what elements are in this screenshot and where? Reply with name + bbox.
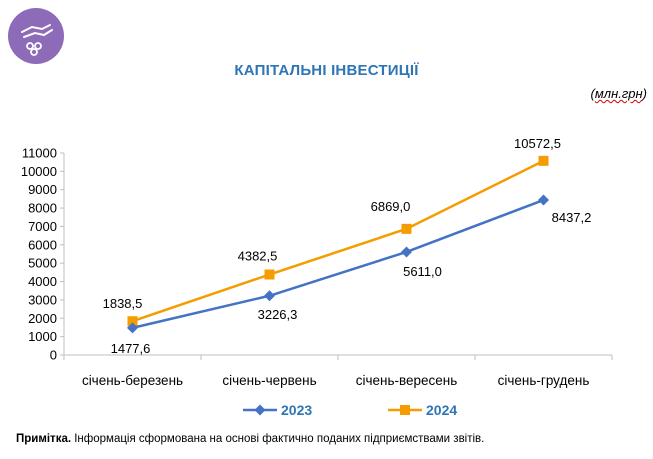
data-point-2023	[538, 194, 549, 206]
y-tick-label: 0	[50, 348, 57, 363]
data-point-2024	[127, 316, 138, 327]
legend-marker-2024	[400, 405, 410, 415]
y-tick-label: 6000	[28, 237, 57, 252]
y-tick-label: 2000	[28, 311, 57, 326]
data-label-2024: 1838,5	[103, 296, 143, 311]
legend-marker-2023	[254, 404, 266, 416]
data-point-2023	[401, 246, 412, 258]
hand-coins-icon	[21, 24, 53, 56]
x-tick-label: січень-вересень	[356, 373, 458, 388]
data-label-2023: 5611,0	[403, 264, 442, 279]
data-label-2024: 10572,5	[514, 136, 561, 151]
x-tick-label: січень-червень	[222, 373, 316, 388]
unit-label: (млн.грн)	[590, 86, 648, 101]
logo	[8, 8, 64, 64]
footnote-text: Інформація сформована на основі фактично…	[71, 433, 485, 445]
y-tick-label: 10000	[21, 164, 57, 179]
y-tick-label: 5000	[28, 256, 57, 271]
data-point-2023	[264, 290, 275, 302]
data-label-2023: 8437,2	[552, 210, 592, 225]
data-label-2024: 6869,0	[371, 199, 411, 214]
data-point-2023	[127, 322, 138, 334]
y-tick-label: 3000	[28, 292, 57, 307]
series-line-2024	[132, 159, 545, 323]
data-label-2023: 1477,6	[111, 341, 151, 356]
y-tick-label: 9000	[28, 182, 57, 197]
data-point-2024	[401, 223, 412, 234]
footnote-label: Примітка.	[16, 433, 72, 445]
y-tick-label: 8000	[28, 201, 57, 216]
x-tick-label: січень-березень	[82, 373, 183, 388]
y-tick-label: 7000	[28, 219, 57, 234]
chart-title: КАПІТАЛЬНІ ІНВЕСТИЦІЇ	[234, 62, 419, 79]
line-chart: 0 1000 2000 3000 4000 5000 6000 7000 8000 9000 100…	[21, 136, 613, 418]
y-tick-label: 4000	[28, 274, 57, 289]
legend-label-2024: 2024	[426, 402, 457, 418]
x-tick-label: січень-грудень	[498, 373, 590, 388]
data-point-2024	[538, 155, 549, 166]
y-tick-label: 1000	[28, 329, 57, 344]
data-label-2024: 4382,5	[238, 249, 278, 264]
y-tick-label: 11000	[22, 146, 57, 161]
legend-label-2023: 2023	[281, 402, 312, 418]
data-point-2024	[264, 269, 275, 280]
data-label-2023: 3226,3	[258, 307, 298, 322]
series-line-2023	[132, 198, 544, 330]
footnote: Примітка. Інформація сформована на основ…	[16, 433, 484, 445]
